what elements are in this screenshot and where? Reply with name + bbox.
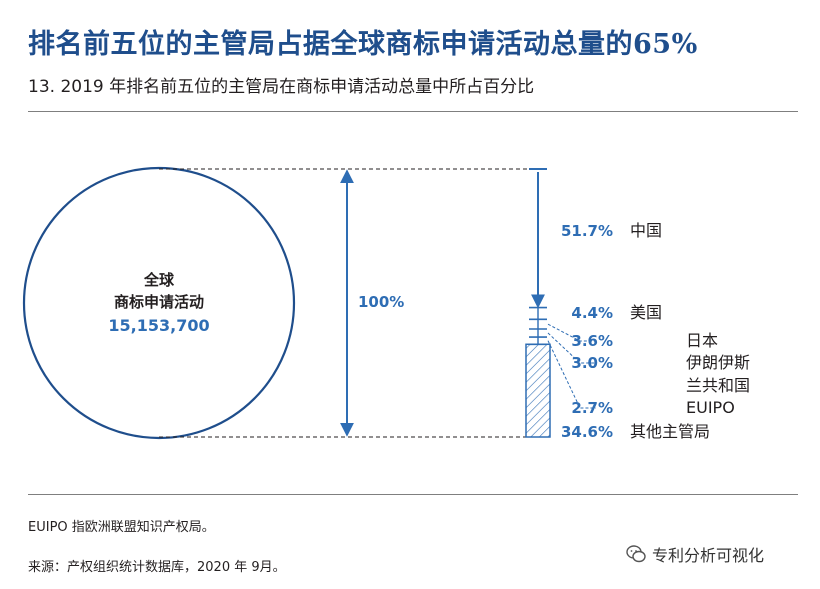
top-divider (28, 111, 798, 112)
bottom-divider (28, 494, 798, 495)
category-label-2: 日本 (686, 331, 718, 350)
value-label-0: 51.7% (561, 222, 613, 240)
circle-total-value: 15,153,700 (108, 316, 209, 335)
source-note: 来源：产权组织统计数据库，2020 年 9月。 (28, 560, 286, 575)
watermark: 专利分析可视化 (626, 542, 764, 566)
leader-line-4 (547, 340, 596, 409)
category-label-5: 其他主管局 (630, 422, 710, 441)
wechat-icon (626, 545, 646, 563)
category-label-0: 中国 (630, 221, 662, 240)
value-label-1: 4.4% (571, 304, 613, 322)
category-label-3-1: 兰共和国 (686, 376, 750, 395)
footnote: EUIPO 指欧洲联盟知识产权局。 (28, 520, 215, 535)
total-percent-label: 100% (358, 293, 404, 311)
value-label-5: 34.6% (561, 423, 613, 441)
category-label-1: 美国 (630, 303, 662, 322)
chart-subtitle: 13. 2019 年排名前五位的主管局在商标申请活动总量中所占百分比 (28, 77, 535, 97)
global-circle (22, 166, 296, 440)
leader-line-2 (547, 323, 596, 342)
value-label-2: 3.6% (571, 332, 613, 350)
segment-box-other (525, 343, 551, 438)
circle-label-line1: 全球 (143, 271, 175, 289)
category-label-3-0: 伊朗伊斯 (686, 353, 750, 372)
circle-label-line2: 商标申请活动 (114, 293, 204, 311)
category-label-4: EUIPO (686, 398, 735, 417)
page-title: 排名前五位的主管局占据全球商标申请活动总量的65% (28, 29, 698, 60)
value-label-4: 2.7% (571, 399, 613, 417)
watermark-text: 专利分析可视化 (652, 546, 765, 565)
value-label-3: 3.0% (571, 354, 613, 372)
